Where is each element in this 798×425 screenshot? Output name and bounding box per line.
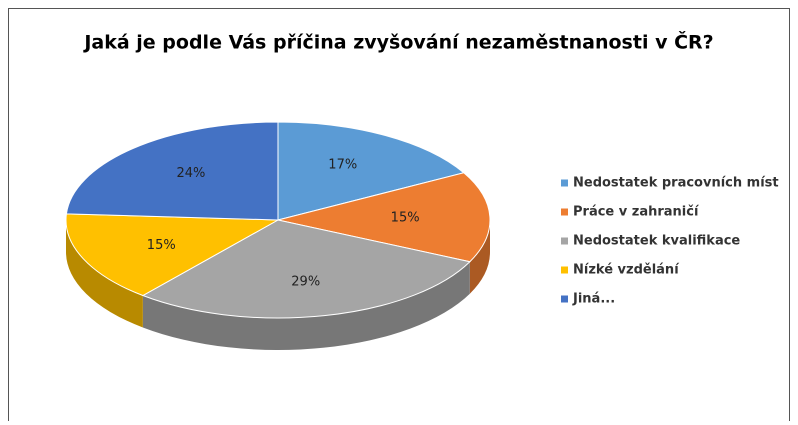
data-label: 15% xyxy=(147,238,176,253)
legend-label: Nedostatek pracovních míst xyxy=(573,176,779,191)
legend-label: Nízké vzdělání xyxy=(573,263,680,278)
data-label: 24% xyxy=(176,166,205,181)
slice xyxy=(277,172,491,263)
data-label: 29% xyxy=(291,275,320,290)
slice xyxy=(141,219,471,319)
slice-side xyxy=(66,220,143,328)
data-label: 17% xyxy=(328,158,357,173)
data-label: 15% xyxy=(391,210,420,225)
legend-swatch xyxy=(561,208,568,216)
legend-swatch xyxy=(561,266,568,274)
slice-side xyxy=(142,261,470,350)
slice xyxy=(65,121,279,221)
slice-side xyxy=(469,220,490,294)
legend-label: Jiná... xyxy=(572,292,615,307)
legend-swatch xyxy=(561,237,568,245)
legend-swatch xyxy=(561,179,568,187)
legend-swatch xyxy=(561,295,568,303)
slice xyxy=(65,213,280,297)
slice xyxy=(277,121,465,221)
legend-label: Práce v zahraničí xyxy=(573,205,700,220)
chart-title: Jaká je podle Vás příčina zvyšování neza… xyxy=(82,30,713,54)
legend-label: Nedostatek kvalifikace xyxy=(573,234,740,249)
